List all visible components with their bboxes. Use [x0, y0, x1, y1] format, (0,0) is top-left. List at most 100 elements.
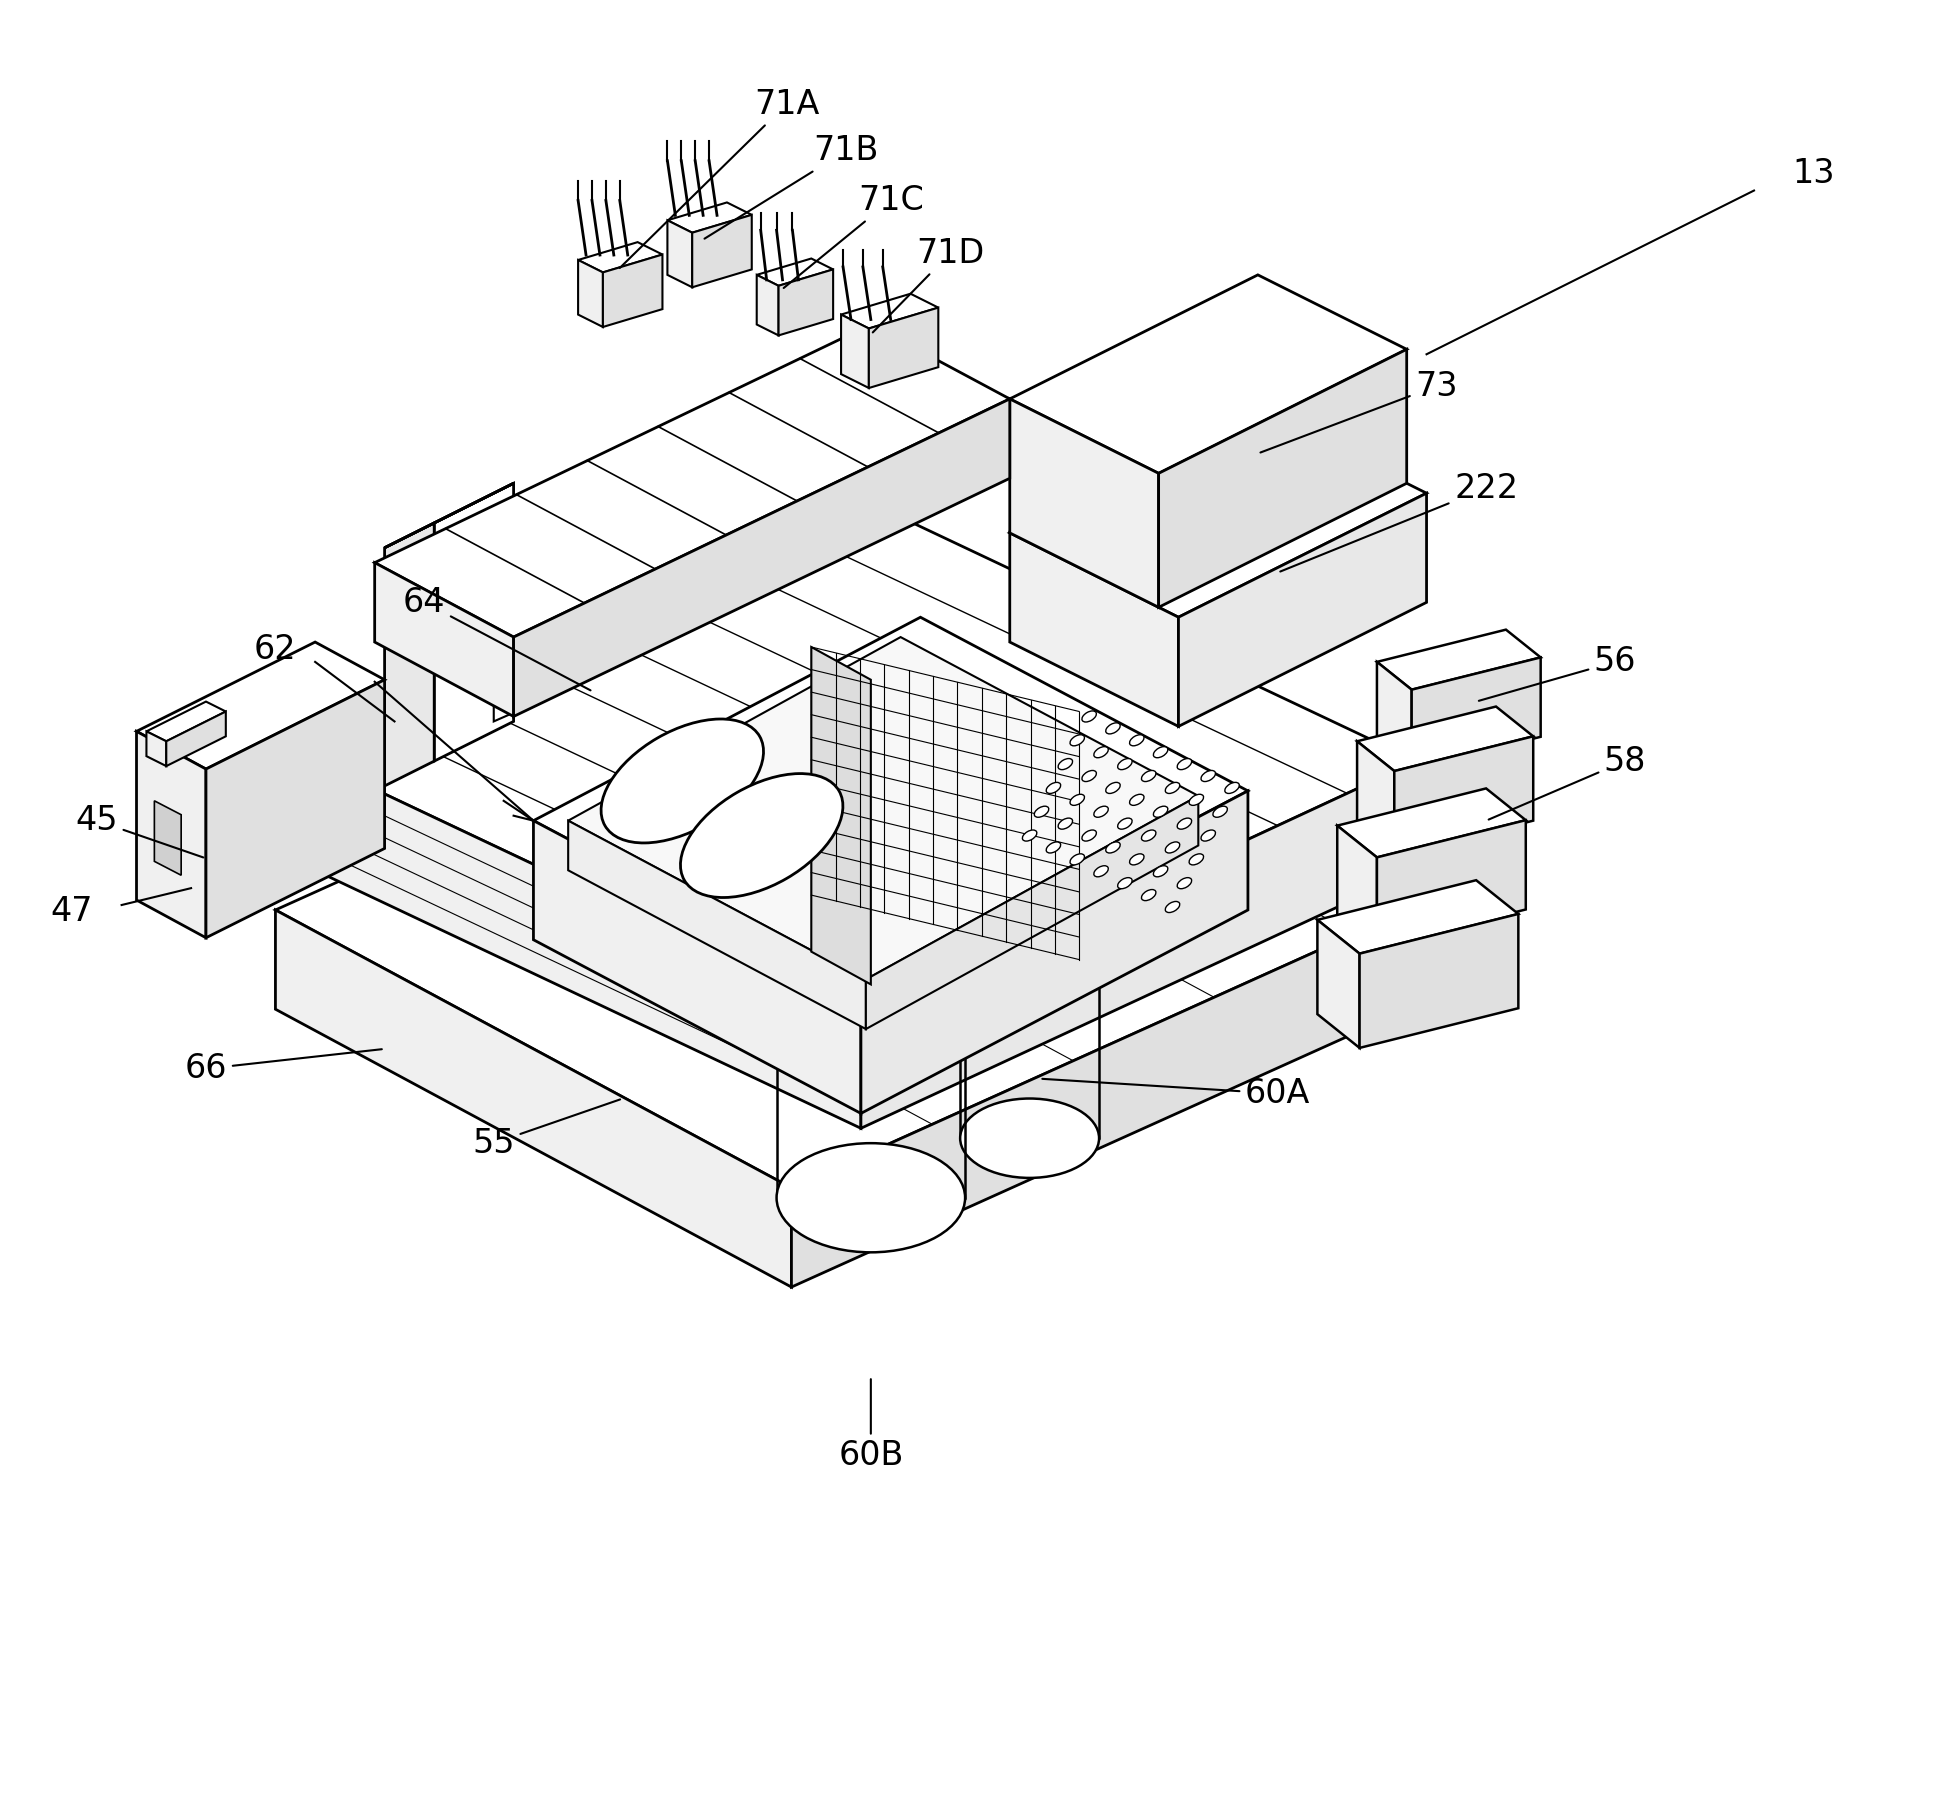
Polygon shape: [513, 399, 1009, 716]
Ellipse shape: [776, 1144, 966, 1253]
Ellipse shape: [1105, 841, 1121, 852]
Text: 64: 64: [404, 586, 590, 691]
Polygon shape: [384, 484, 513, 548]
Ellipse shape: [1034, 807, 1048, 818]
Ellipse shape: [776, 845, 966, 955]
Polygon shape: [778, 270, 833, 335]
Polygon shape: [603, 254, 662, 326]
Polygon shape: [374, 325, 1009, 636]
Polygon shape: [147, 702, 225, 742]
Ellipse shape: [1093, 807, 1109, 818]
Polygon shape: [1358, 742, 1395, 856]
Ellipse shape: [1189, 794, 1203, 805]
Ellipse shape: [1046, 783, 1060, 794]
Polygon shape: [1179, 493, 1426, 727]
Polygon shape: [533, 821, 860, 1113]
Text: 73: 73: [1260, 370, 1457, 453]
Polygon shape: [840, 294, 938, 328]
Ellipse shape: [1166, 841, 1179, 852]
Ellipse shape: [960, 879, 1099, 959]
Polygon shape: [1009, 410, 1426, 616]
Polygon shape: [435, 484, 513, 761]
Ellipse shape: [1201, 830, 1215, 841]
Polygon shape: [1338, 789, 1526, 858]
Polygon shape: [435, 584, 464, 642]
Ellipse shape: [601, 720, 764, 843]
Ellipse shape: [1119, 877, 1132, 888]
Polygon shape: [568, 821, 866, 1030]
Polygon shape: [1395, 736, 1534, 856]
Polygon shape: [866, 796, 1199, 1030]
Polygon shape: [1377, 629, 1540, 689]
Ellipse shape: [1070, 734, 1085, 745]
Ellipse shape: [1093, 747, 1109, 758]
Ellipse shape: [1177, 877, 1191, 888]
Text: 47: 47: [51, 896, 94, 928]
Polygon shape: [568, 636, 1199, 979]
Ellipse shape: [1058, 758, 1074, 771]
Text: 13: 13: [1792, 158, 1836, 190]
Text: 58: 58: [1489, 745, 1646, 819]
Polygon shape: [1158, 350, 1407, 607]
Ellipse shape: [1142, 830, 1156, 841]
Polygon shape: [137, 731, 206, 937]
Polygon shape: [668, 221, 692, 286]
Ellipse shape: [1224, 783, 1240, 794]
Polygon shape: [860, 761, 1416, 1128]
Polygon shape: [155, 801, 180, 876]
Ellipse shape: [960, 1099, 1099, 1178]
Polygon shape: [811, 647, 872, 984]
Polygon shape: [167, 711, 225, 767]
Polygon shape: [1316, 919, 1360, 1048]
Polygon shape: [276, 910, 791, 1287]
Polygon shape: [1316, 879, 1518, 954]
Ellipse shape: [1023, 830, 1036, 841]
Polygon shape: [276, 593, 1497, 1188]
Text: 62: 62: [255, 633, 296, 667]
Text: 60A: 60A: [1042, 1077, 1311, 1110]
Ellipse shape: [1201, 771, 1215, 781]
Ellipse shape: [1166, 783, 1179, 794]
Text: 60B: 60B: [838, 1380, 903, 1472]
Ellipse shape: [1058, 818, 1074, 829]
Ellipse shape: [1119, 818, 1132, 829]
Text: 56: 56: [1479, 645, 1636, 702]
Polygon shape: [1412, 658, 1540, 769]
Polygon shape: [791, 870, 1497, 1287]
Ellipse shape: [1070, 794, 1085, 805]
Ellipse shape: [1105, 723, 1121, 734]
Polygon shape: [756, 276, 778, 335]
Ellipse shape: [1046, 841, 1060, 852]
Ellipse shape: [1177, 758, 1191, 771]
Ellipse shape: [1166, 901, 1179, 912]
Polygon shape: [315, 761, 860, 1128]
Polygon shape: [1009, 276, 1407, 473]
Ellipse shape: [1093, 867, 1109, 877]
Polygon shape: [533, 616, 1248, 994]
Polygon shape: [1009, 399, 1158, 607]
Ellipse shape: [1189, 854, 1203, 865]
Polygon shape: [384, 522, 435, 785]
Text: 66: 66: [184, 1050, 382, 1086]
Polygon shape: [137, 642, 384, 769]
Ellipse shape: [1154, 747, 1168, 758]
Ellipse shape: [1081, 830, 1097, 841]
Polygon shape: [315, 504, 1416, 1019]
Ellipse shape: [1119, 758, 1132, 771]
Polygon shape: [860, 790, 1248, 1113]
Polygon shape: [1377, 662, 1412, 769]
Ellipse shape: [1105, 783, 1121, 794]
Ellipse shape: [1154, 867, 1168, 877]
Text: 71D: 71D: [874, 236, 983, 332]
Ellipse shape: [1070, 854, 1085, 865]
Ellipse shape: [1130, 794, 1144, 805]
Polygon shape: [870, 308, 938, 388]
Text: 45: 45: [76, 805, 204, 858]
Ellipse shape: [817, 814, 925, 877]
Polygon shape: [668, 203, 752, 232]
Text: 71C: 71C: [784, 183, 923, 288]
Ellipse shape: [1081, 771, 1097, 781]
Polygon shape: [1360, 914, 1518, 1048]
Polygon shape: [840, 315, 870, 388]
Ellipse shape: [680, 774, 842, 897]
